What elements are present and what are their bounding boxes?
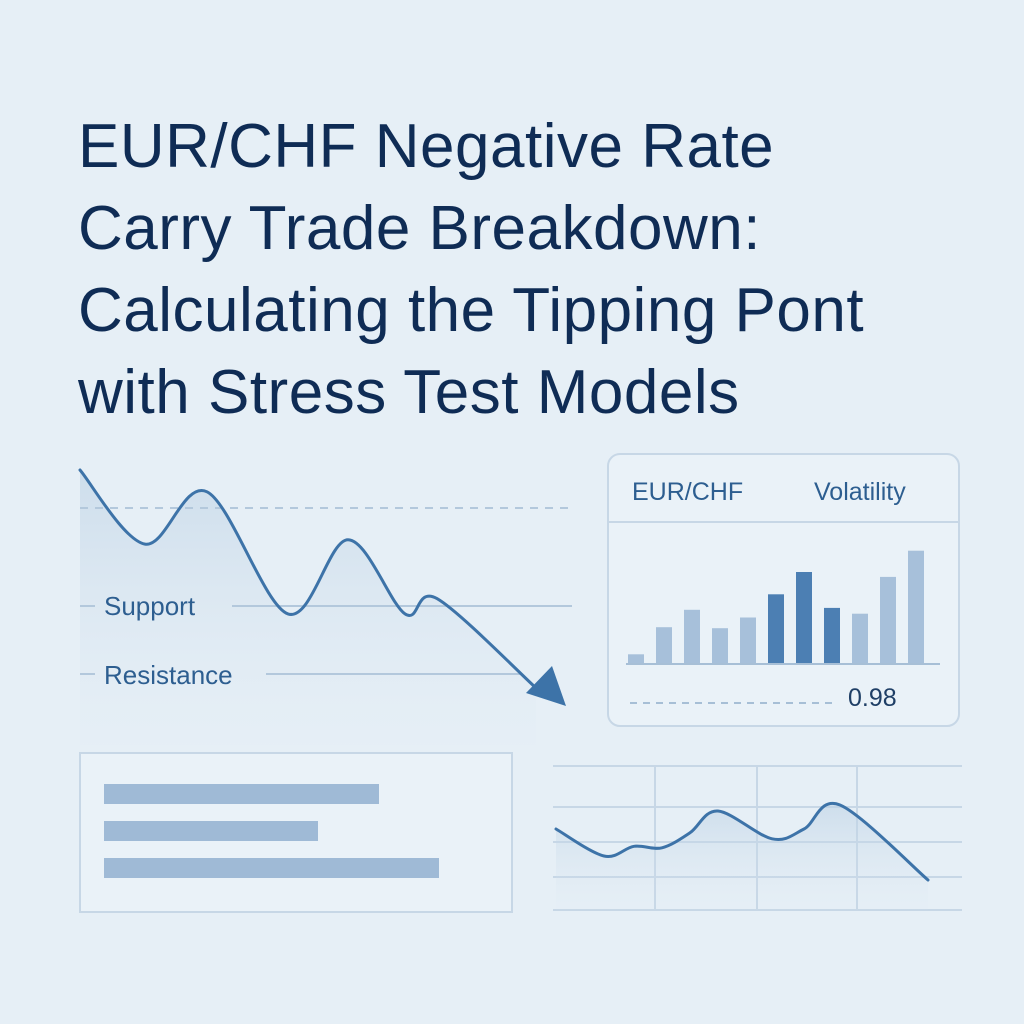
horizontal-bar <box>104 858 439 878</box>
volatility-bar <box>852 613 868 664</box>
title-line-3: Calculating the Tipping Pont <box>78 276 865 345</box>
title-line-1: EUR/CHF Negative Rate <box>78 112 775 181</box>
mini-area-fill <box>556 803 928 910</box>
volatility-panel: EUR/CHF Volatility 0.98 <box>607 453 960 727</box>
horizontal-bar <box>104 821 318 841</box>
title-line-4: with Stress Test Models <box>78 358 740 427</box>
volatility-bar <box>824 607 840 664</box>
mini-line-chart <box>553 765 962 911</box>
volatility-bar <box>740 617 756 664</box>
price-area-fill <box>80 470 536 745</box>
volatility-bars <box>628 550 924 664</box>
volatility-bar <box>656 627 672 664</box>
volatility-value: 0.98 <box>848 684 897 712</box>
resistance-label: Resistance <box>104 660 233 690</box>
mini-line <box>554 801 930 882</box>
legend-eurchf: EUR/CHF <box>632 478 743 506</box>
volatility-bar <box>796 572 812 664</box>
hbar-panel <box>79 752 513 913</box>
support-label: Support <box>104 591 196 621</box>
volatility-bar <box>684 609 700 664</box>
price-chart: Support Resistance <box>78 468 575 745</box>
volatility-bar <box>880 576 896 664</box>
legend-volatility: Volatility <box>814 478 906 506</box>
volatility-bar <box>768 594 784 664</box>
horizontal-bar <box>104 784 379 804</box>
volatility-bar <box>712 628 728 664</box>
title-line-2: Carry Trade Breakdown: <box>78 194 761 263</box>
volatility-bar <box>628 654 644 664</box>
price-line <box>78 468 538 690</box>
arrow-head-icon <box>526 666 566 706</box>
volatility-bar <box>908 550 924 664</box>
horizontal-bars <box>104 784 439 878</box>
page-title: EUR/CHF Negative Rate Carry Trade Breakd… <box>78 106 998 434</box>
